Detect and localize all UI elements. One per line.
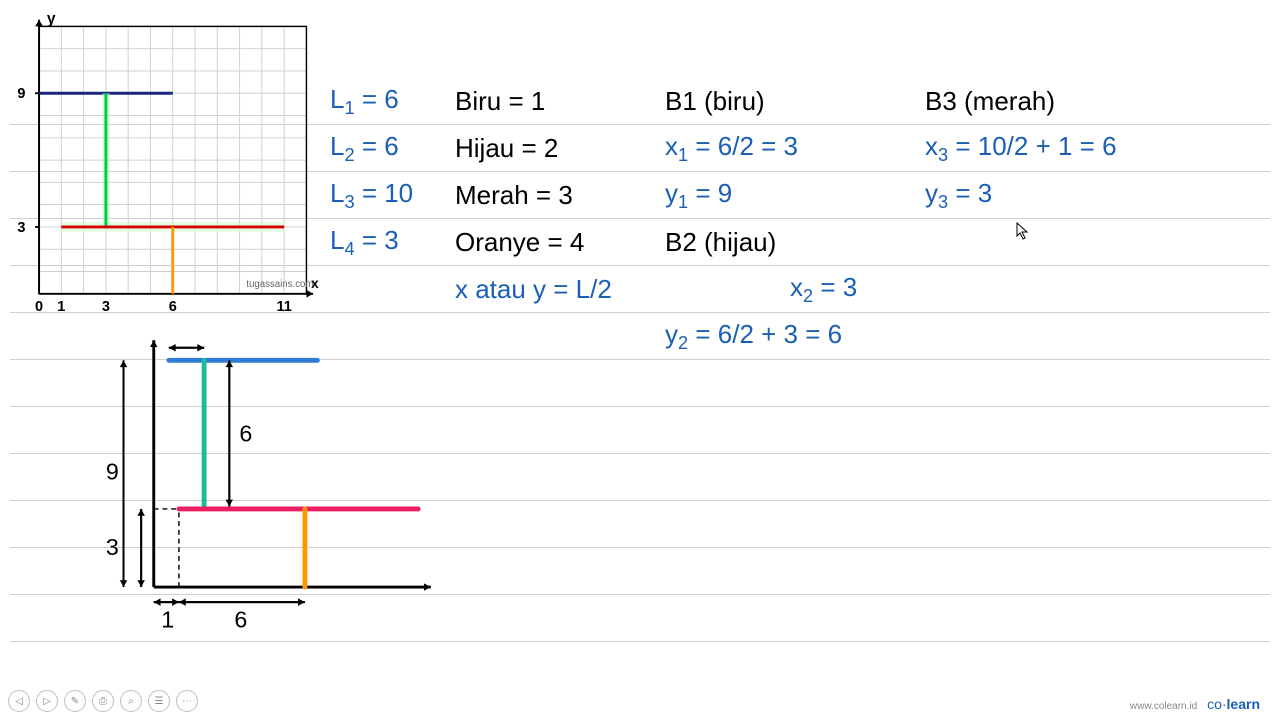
svg-text:1: 1 bbox=[161, 606, 174, 632]
equation-row: L4 = 3Oranye = 4B2 (hijau) bbox=[330, 219, 1260, 266]
svg-text:1: 1 bbox=[57, 299, 65, 315]
control-button-0[interactable]: ◁ bbox=[8, 690, 30, 712]
equations-area: L1 = 6Biru = 1B1 (biru)B3 (merah)L2 = 6H… bbox=[330, 78, 1260, 360]
cursor-icon bbox=[1016, 222, 1030, 240]
control-button-3[interactable]: ⎙ bbox=[92, 690, 114, 712]
svg-text:3: 3 bbox=[102, 299, 110, 315]
equation-row: L3 = 10Merah = 3y1 = 9y3 = 3 bbox=[330, 172, 1260, 219]
svg-text:tugassains.com: tugassains.com bbox=[246, 279, 313, 290]
equation-row: y2 = 6/2 + 3 = 6 bbox=[330, 313, 1260, 360]
bottom-diagram: 933616 bbox=[70, 340, 470, 650]
svg-text:y: y bbox=[47, 11, 56, 28]
svg-text:9: 9 bbox=[106, 459, 119, 485]
svg-text:11: 11 bbox=[276, 299, 291, 315]
svg-text:9: 9 bbox=[17, 86, 25, 102]
control-button-6[interactable]: ⋯ bbox=[176, 690, 198, 712]
equation-row: x atau y = L/2x2 = 3 bbox=[330, 266, 1260, 313]
control-button-2[interactable]: ✎ bbox=[64, 690, 86, 712]
svg-text:3: 3 bbox=[17, 220, 25, 236]
footer-brand: www.colearn.id co·learn bbox=[1130, 696, 1260, 712]
svg-text:6: 6 bbox=[239, 421, 252, 447]
svg-text:6: 6 bbox=[234, 606, 247, 632]
control-button-1[interactable]: ▷ bbox=[36, 690, 58, 712]
equation-row: L2 = 6Hijau = 2x1 = 6/2 = 3x3 = 10/2 + 1… bbox=[330, 125, 1260, 172]
svg-text:6: 6 bbox=[169, 299, 177, 315]
player-controls: ◁ ▷ ✎ ⎙ ⌕ ☰ ⋯ bbox=[8, 690, 198, 712]
top-graph: yx39013611tugassains.com bbox=[10, 8, 320, 318]
control-button-4[interactable]: ⌕ bbox=[120, 690, 142, 712]
control-button-5[interactable]: ☰ bbox=[148, 690, 170, 712]
svg-text:0: 0 bbox=[35, 299, 43, 315]
svg-text:3: 3 bbox=[106, 534, 119, 560]
footer-url: www.colearn.id bbox=[1130, 701, 1197, 712]
equation-row: L1 = 6Biru = 1B1 (biru)B3 (merah) bbox=[330, 78, 1260, 125]
brand-logo: co·learn bbox=[1207, 696, 1260, 712]
